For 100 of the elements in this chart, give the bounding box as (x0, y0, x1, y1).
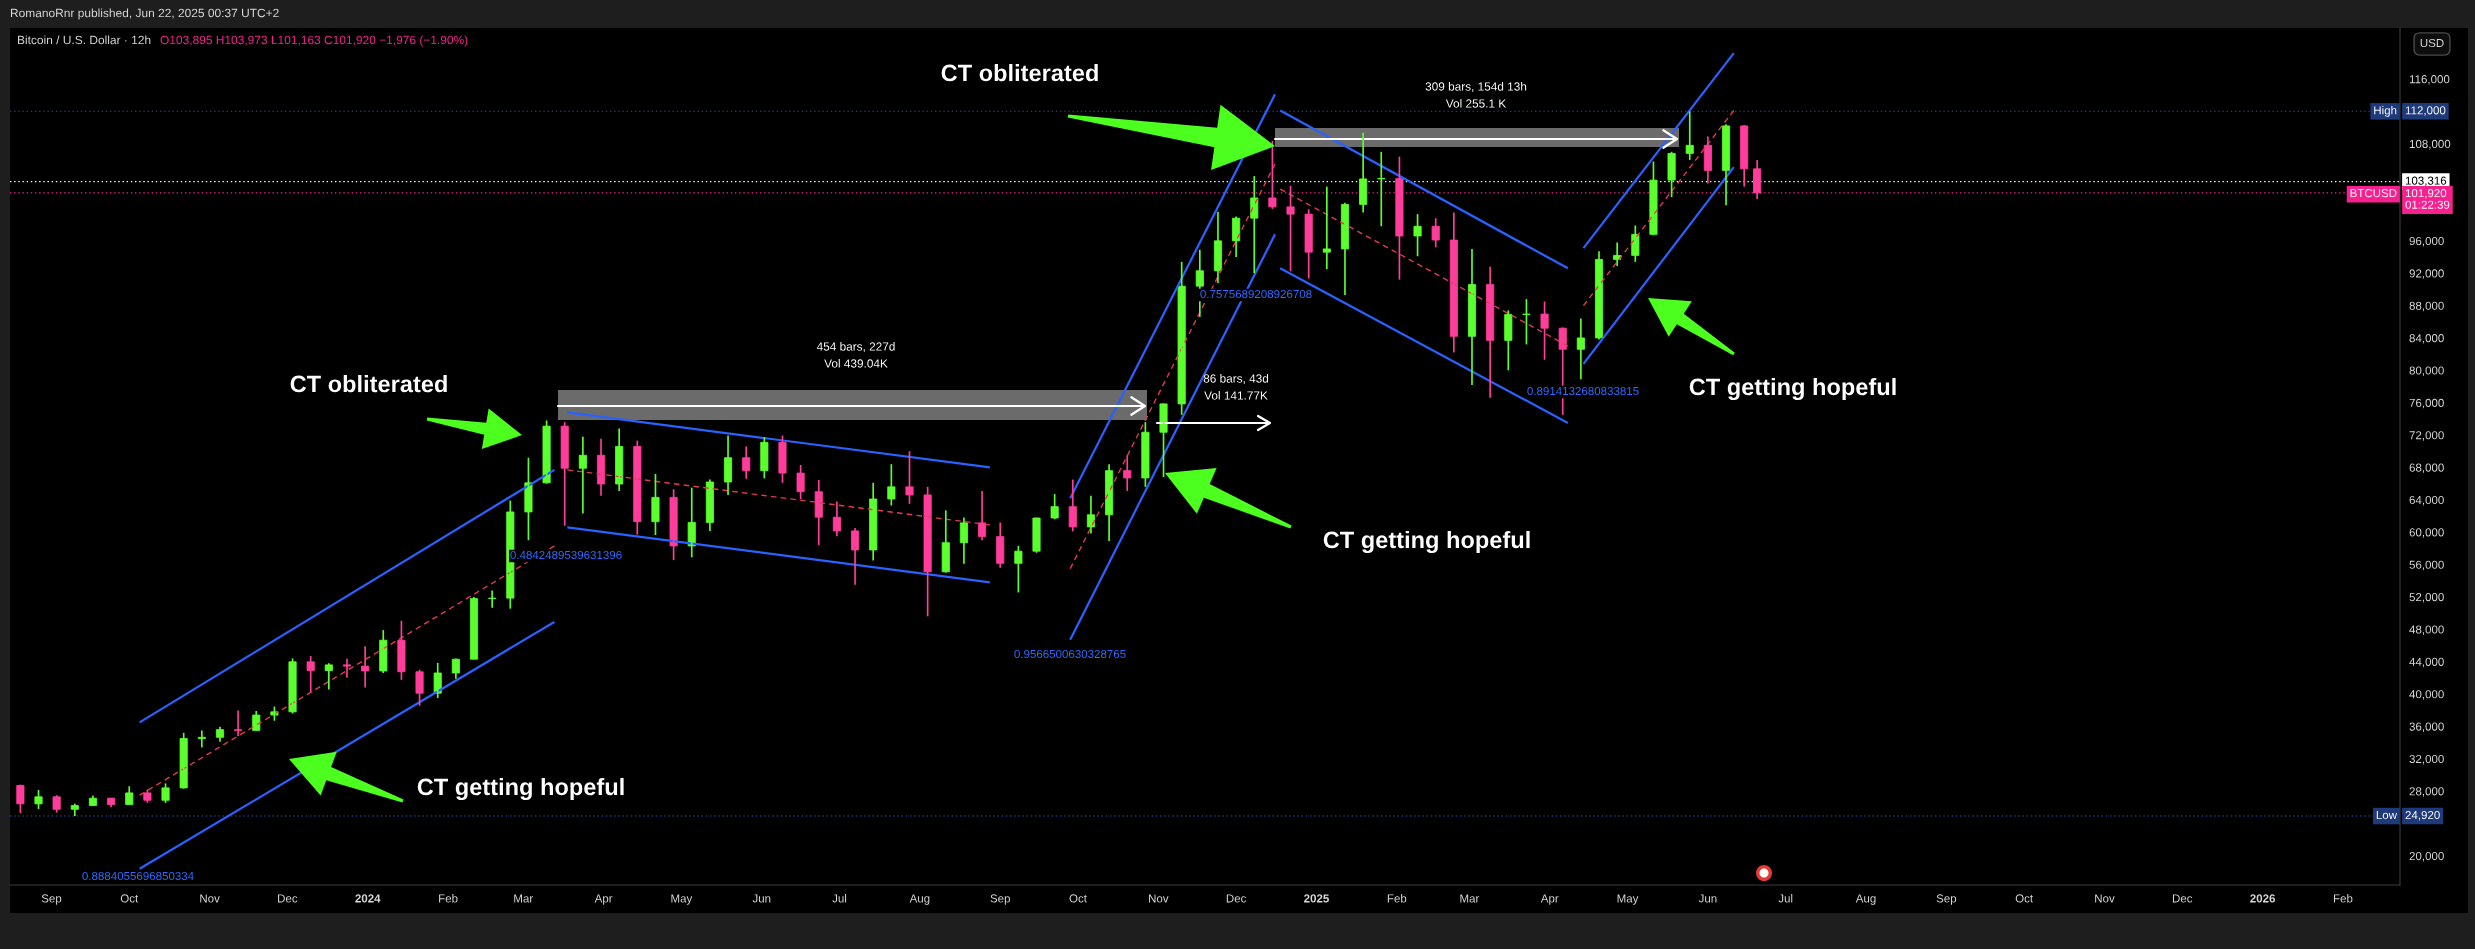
y-tick-label: 88,000 (2409, 301, 2444, 312)
annotation: CT getting hopeful (1689, 377, 1896, 401)
y-tick-label: 72,000 (2409, 431, 2444, 441)
candlestick (488, 589, 497, 609)
candlestick (778, 434, 787, 484)
x-tick-label: Sep (41, 894, 62, 905)
candlestick (1431, 217, 1440, 249)
annotation: 309 bars, 154d 13h Vol 255.1 K (1425, 82, 1527, 108)
ref-line-label: 103,316 (2405, 176, 2447, 187)
annotation: CT getting hopeful (1323, 530, 1530, 554)
x-tick-label: Mar (1460, 894, 1480, 903)
annotation: 0.4842489539631396 (510, 550, 622, 560)
candlestick (1667, 150, 1676, 198)
y-tick-label: 92,000 (2409, 269, 2444, 279)
x-tick-label: Feb (2333, 894, 2353, 903)
y-tick-label: 28,000 (2409, 787, 2444, 797)
x-tick-label: Jun (752, 894, 771, 903)
y-tick-label: 48,000 (2409, 625, 2444, 635)
x-tick-label: Jul (1778, 894, 1793, 903)
candlestick (1159, 402, 1168, 478)
annotation: CT getting hopeful (417, 777, 624, 801)
candlestick (1014, 545, 1023, 594)
candlestick (1322, 185, 1331, 270)
text: RomanoRnr published, Jun 22, 2025 00:37 UTC+2 (10, 8, 279, 20)
ref-line-label: High 112,000 (2374, 105, 2446, 117)
candlestick (234, 709, 243, 737)
x-tick-label: Feb (439, 894, 458, 903)
x-tick-label: May (671, 894, 693, 905)
x-tick-label: Mar (514, 894, 533, 903)
x-tick-label: 2025 (1304, 894, 1329, 903)
candlestick (524, 456, 533, 542)
candlestick (161, 782, 170, 804)
y-tick-label: 32,000 (2409, 754, 2444, 765)
candlestick (415, 668, 424, 707)
y-tick-label: 52,000 (2409, 593, 2444, 603)
x-tick-label: Jun (1698, 894, 1717, 903)
y-tick-label: 40,000 (2409, 690, 2444, 700)
candlestick (16, 783, 25, 814)
chart-title: Bitcoin / U.S. Dollar · 12h (17, 35, 151, 45)
candlestick (288, 657, 297, 715)
y-tick-label: 116,000 (2409, 75, 2450, 85)
candlestick (342, 657, 352, 679)
candlestick (1032, 516, 1041, 554)
ref-line-label: Low 24,920 (2376, 810, 2440, 821)
candlestick (651, 473, 660, 536)
x-tick-label: Apr (1540, 894, 1559, 905)
candlestick (1123, 454, 1132, 492)
y-tick-label: 56,000 (2409, 560, 2444, 571)
annotation: 0.7575689208926708 (1200, 289, 1312, 299)
x-tick-label: Sep (990, 894, 1010, 905)
x-tick-label: Dec (278, 894, 298, 903)
candlestick (1377, 150, 1386, 228)
x-tick-label: Apr (594, 894, 613, 905)
candlestick (1286, 184, 1295, 273)
x-tick-label: Jul (832, 894, 847, 903)
candlestick (1050, 493, 1059, 521)
x-tick-label: Oct (2015, 894, 2034, 903)
candlestick (905, 450, 914, 505)
candlestick (306, 655, 315, 694)
candlestick (125, 785, 134, 806)
x-tick-label: Aug (1855, 894, 1876, 905)
x-tick-label: Sep (1936, 894, 1957, 905)
candlestick (1540, 300, 1549, 361)
x-tick-label: Aug (909, 894, 930, 905)
y-tick-label: 64,000 (2409, 495, 2444, 506)
y-tick-label: 68,000 (2409, 463, 2444, 474)
annotation: 454 bars, 227d Vol 439.04K (816, 342, 895, 368)
annotation: 0.8914132680833815 (1527, 386, 1639, 396)
x-tick-label: Feb (1387, 894, 1407, 903)
candlestick (542, 419, 551, 485)
text: O103,895 H103,973 L101,163 C101,920 −1,976 (−1.90%) (160, 35, 468, 47)
x-tick-label: Nov (2095, 894, 2115, 903)
candlestick (796, 464, 805, 500)
annotation: 0.9566500630328765 (1014, 649, 1126, 659)
candlestick (1268, 140, 1277, 210)
x-tick-label: May (1617, 894, 1639, 905)
x-tick-label: Dec (1226, 894, 1247, 903)
y-tick-label: 20,000 (2409, 851, 2444, 862)
candlestick (887, 463, 896, 507)
x-tick-label: Oct (1069, 894, 1087, 903)
candlestick (1649, 160, 1658, 237)
candlestick (361, 645, 370, 689)
ref-line-label: BTCUSD 101,920 01:22:39 (2350, 189, 2450, 209)
y-tick-label: 96,000 (2409, 236, 2444, 247)
candlestick (1395, 155, 1404, 281)
y-tick-label: 84,000 (2409, 334, 2444, 344)
candlestick (923, 486, 932, 618)
x-tick-label: Nov (200, 894, 220, 903)
x-tick-label: 2024 (355, 894, 381, 903)
y-tick-label: 36,000 (2409, 722, 2444, 733)
x-tick-label: Nov (1149, 894, 1169, 903)
y-tick-label: 108,000 (2409, 139, 2451, 150)
y-tick-label: 60,000 (2409, 528, 2444, 538)
annotation: CT obliterated (941, 64, 1098, 82)
y-tick-label: 80,000 (2409, 366, 2444, 376)
x-tick-label: 2026 (2250, 894, 2276, 903)
y-axis-title: USD (2420, 38, 2444, 48)
x-tick-label: Oct (120, 894, 139, 903)
annotation: 0.8884055696850334 (82, 871, 194, 881)
candlestick (1141, 421, 1150, 488)
